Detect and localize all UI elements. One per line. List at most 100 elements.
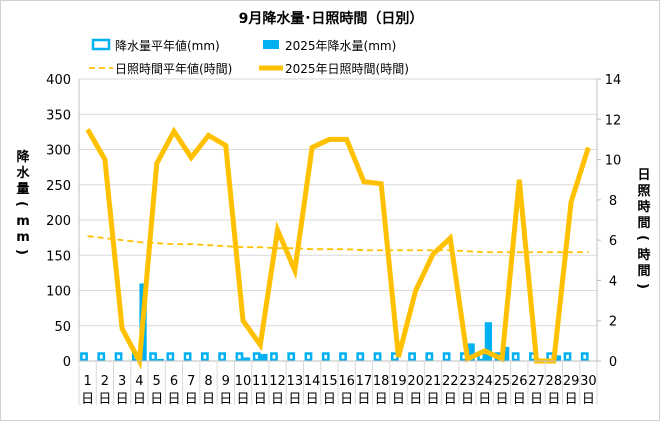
y-left-axis-title: ) bbox=[14, 249, 29, 255]
y-left-tick-label: 250 bbox=[46, 179, 71, 194]
bar-normal-rain bbox=[323, 354, 328, 360]
x-tick-label: 12 bbox=[269, 374, 286, 389]
bar-normal-rain bbox=[81, 354, 86, 360]
y-left-axis-title: 水 bbox=[16, 165, 30, 181]
y-left-tick-label: 300 bbox=[46, 144, 71, 159]
chart-title: 9月降水量･日照時間（日別） bbox=[239, 10, 424, 27]
bar-normal-rain bbox=[254, 354, 259, 360]
y-left-tick-label: 50 bbox=[54, 320, 71, 335]
y-left-axis-title: ( bbox=[14, 201, 29, 207]
x-tick-suffix: 日 bbox=[271, 392, 284, 407]
x-tick-label: 23 bbox=[459, 374, 476, 389]
x-tick-suffix: 日 bbox=[202, 392, 215, 407]
x-tick-label: 7 bbox=[187, 374, 195, 389]
legend-label: 2025年降水量(mm) bbox=[285, 39, 396, 53]
bar-2025-rain bbox=[243, 357, 250, 361]
x-tick-suffix: 日 bbox=[81, 392, 94, 407]
legend-swatch-2025-rain bbox=[263, 40, 279, 49]
y-right-axis-title: 日 bbox=[637, 168, 650, 183]
x-tick-label: 9 bbox=[222, 374, 230, 389]
bar-normal-rain bbox=[237, 354, 242, 360]
bar-normal-rain bbox=[185, 354, 190, 360]
x-tick-label: 25 bbox=[494, 374, 511, 389]
legend-swatch-normal-rain bbox=[93, 40, 109, 49]
y-left-tick-label: 0 bbox=[63, 355, 71, 370]
bar-normal-rain bbox=[202, 354, 207, 360]
y-right-tick-label: 8 bbox=[609, 194, 617, 209]
bar-normal-rain bbox=[409, 354, 414, 360]
x-tick-label: 29 bbox=[563, 374, 580, 389]
x-tick-suffix: 日 bbox=[444, 392, 457, 407]
x-tick-label: 19 bbox=[390, 374, 407, 389]
x-tick-suffix: 日 bbox=[219, 392, 232, 407]
y-right-tick-label: 10 bbox=[605, 154, 622, 169]
legend-label: 2025年日照時間(時間) bbox=[285, 62, 409, 76]
bar-normal-rain bbox=[99, 354, 104, 360]
bar-normal-rain bbox=[116, 354, 121, 360]
x-tick-label: 28 bbox=[546, 374, 563, 389]
x-tick-label: 1 bbox=[83, 374, 91, 389]
x-tick-suffix: 日 bbox=[237, 392, 250, 407]
x-tick-label: 15 bbox=[321, 374, 338, 389]
bar-normal-rain bbox=[220, 354, 225, 360]
y-left-axis-title: 降 bbox=[16, 149, 30, 165]
x-tick-label: 5 bbox=[153, 374, 161, 389]
bar-normal-rain bbox=[444, 354, 449, 360]
x-tick-label: 4 bbox=[135, 374, 143, 389]
x-tick-label: 21 bbox=[425, 374, 442, 389]
bar-normal-rain bbox=[340, 354, 345, 360]
y-right-tick-label: 14 bbox=[605, 73, 622, 88]
y-right-tick-label: 2 bbox=[609, 315, 617, 330]
line-2025-sunshine bbox=[88, 129, 589, 361]
x-tick-suffix: 日 bbox=[426, 392, 439, 407]
x-tick-label: 18 bbox=[373, 374, 390, 389]
x-tick-suffix: 日 bbox=[496, 392, 509, 407]
bar-normal-rain bbox=[168, 354, 173, 360]
x-tick-suffix: 日 bbox=[357, 392, 370, 407]
x-tick-suffix: 日 bbox=[513, 392, 526, 407]
y-right-tick-label: 4 bbox=[609, 274, 617, 289]
legend-label: 降水量平年値(mm) bbox=[115, 38, 220, 53]
y-left-axis-title: 量 bbox=[16, 182, 29, 197]
y-right-axis-title: 照 bbox=[637, 184, 650, 199]
x-tick-suffix: 日 bbox=[323, 392, 336, 407]
bar-normal-rain bbox=[289, 354, 294, 360]
x-tick-label: 16 bbox=[338, 374, 355, 389]
y-right-axis-title: ( bbox=[635, 235, 650, 241]
x-tick-suffix: 日 bbox=[306, 392, 319, 407]
bar-normal-rain bbox=[150, 354, 155, 360]
x-tick-suffix: 日 bbox=[185, 392, 198, 407]
y-left-axis-title: m bbox=[16, 230, 30, 245]
x-tick-suffix: 日 bbox=[461, 392, 474, 407]
x-tick-suffix: 日 bbox=[98, 392, 111, 407]
x-tick-label: 2 bbox=[101, 374, 109, 389]
y-right-tick-label: 12 bbox=[605, 113, 622, 128]
bar-normal-rain bbox=[565, 354, 570, 360]
y-right-axis-title: ) bbox=[635, 283, 650, 289]
bar-normal-rain bbox=[358, 354, 363, 360]
x-tick-suffix: 日 bbox=[133, 392, 146, 407]
x-tick-label: 11 bbox=[252, 374, 269, 389]
x-tick-suffix: 日 bbox=[340, 392, 353, 407]
x-tick-suffix: 日 bbox=[530, 392, 543, 407]
bar-normal-rain bbox=[271, 354, 276, 360]
y-left-tick-label: 400 bbox=[46, 73, 71, 88]
x-tick-suffix: 日 bbox=[116, 392, 129, 407]
x-tick-label: 14 bbox=[304, 374, 321, 389]
y-left-axis-title: m bbox=[16, 214, 30, 229]
x-tick-label: 27 bbox=[528, 374, 545, 389]
legend-label: 日照時間平年値(時間) bbox=[115, 61, 232, 76]
x-tick-suffix: 日 bbox=[288, 392, 301, 407]
x-tick-label: 3 bbox=[118, 374, 126, 389]
x-tick-suffix: 日 bbox=[582, 392, 595, 407]
y-right-axis-title: 時 bbox=[637, 199, 650, 215]
y-left-tick-label: 200 bbox=[46, 214, 71, 229]
x-tick-suffix: 日 bbox=[150, 392, 163, 407]
x-tick-label: 8 bbox=[204, 374, 212, 389]
bar-normal-rain bbox=[427, 354, 432, 360]
bar-2025-rain bbox=[260, 354, 267, 361]
x-tick-suffix: 日 bbox=[478, 392, 491, 407]
x-tick-label: 6 bbox=[170, 374, 178, 389]
